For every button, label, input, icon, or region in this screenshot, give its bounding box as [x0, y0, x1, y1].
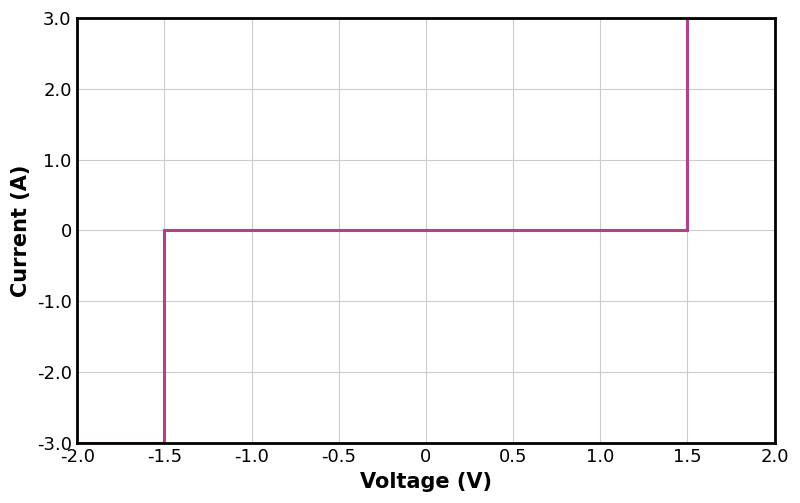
X-axis label: Voltage (V): Voltage (V)	[360, 472, 492, 492]
Y-axis label: Current (A): Current (A)	[11, 164, 31, 297]
